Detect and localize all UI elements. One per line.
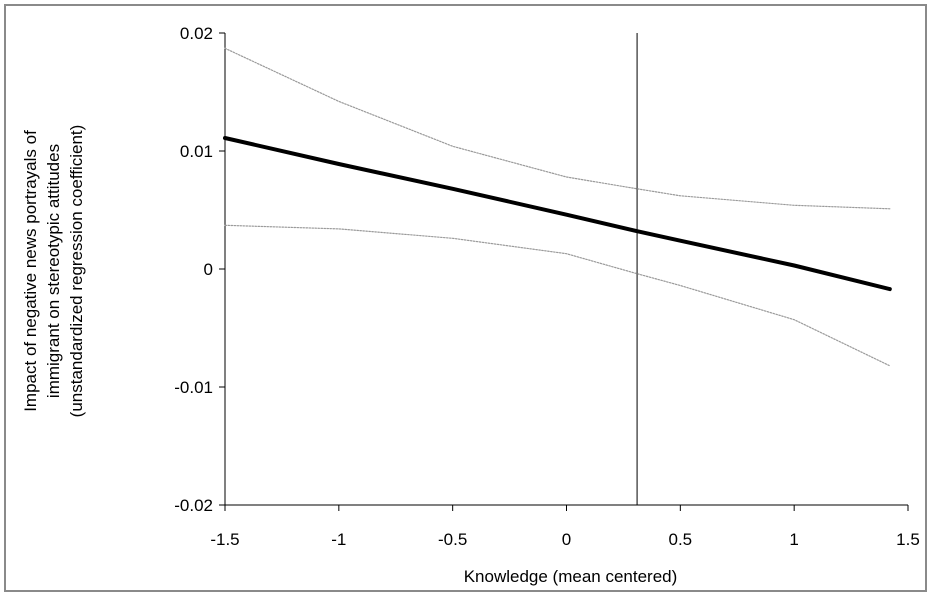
y-axis-title-line-2: immigrant on stereotypic attitudes — [44, 144, 63, 398]
lower-bound-line — [224, 224, 891, 367]
y-tick-label: 0.02 — [180, 24, 213, 43]
y-tick-label: 0 — [204, 260, 213, 279]
y-axis-title-line-1: Impact of negative news portrayals of — [21, 130, 40, 412]
upper-bound-line — [224, 47, 891, 210]
x-tick-label: -1 — [331, 530, 346, 549]
y-tick-label: -0.01 — [174, 378, 213, 397]
x-tick-label: 1 — [789, 530, 798, 549]
series-group — [223, 47, 892, 367]
y-ticks-group: -0.02 -0.01 0 0.01 0.02 — [174, 24, 225, 515]
estimate-line — [223, 136, 892, 292]
y-tick-label: -0.02 — [174, 496, 213, 515]
x-ticks-group: -1.5 -1 -0.5 0 0.5 1 1.5 — [210, 505, 920, 549]
x-tick-label: 0 — [562, 530, 571, 549]
x-tick-label: -1.5 — [210, 530, 239, 549]
x-tick-label: -0.5 — [438, 530, 467, 549]
y-axis-title-line-3: (unstandardized regression coefficient) — [67, 125, 86, 418]
y-tick-label: 0.01 — [180, 142, 213, 161]
y-axis-title: Impact of negative news portrayals of im… — [21, 125, 86, 418]
chart-frame — [4, 4, 927, 592]
x-tick-label: 0.5 — [669, 530, 693, 549]
x-axis-title: Knowledge (mean centered) — [464, 567, 678, 586]
x-tick-label: 1.5 — [896, 530, 920, 549]
